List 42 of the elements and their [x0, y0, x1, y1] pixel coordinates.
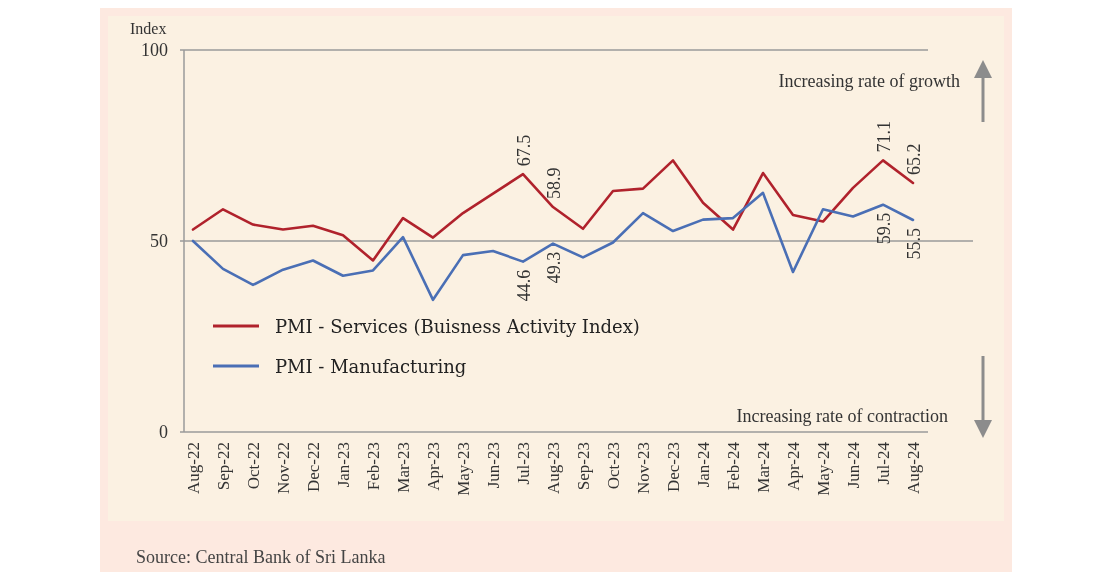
- x-tick-label: Dec-22: [304, 442, 323, 493]
- data-label: 49.3: [544, 251, 564, 284]
- x-tick-label: Jul-23: [514, 442, 533, 485]
- x-tick-label: Nov-23: [634, 442, 653, 494]
- x-tick-label: Apr-23: [424, 442, 443, 491]
- x-tick-label: Sep-22: [214, 442, 233, 491]
- data-label: 55.5: [904, 227, 924, 260]
- x-tick-label: Feb-24: [724, 441, 743, 491]
- x-tick-label: May-23: [454, 442, 473, 496]
- x-tick-label: Aug-22: [184, 442, 203, 494]
- y-tick-label: 0: [159, 422, 168, 442]
- x-tick-label: Mar-23: [394, 442, 413, 493]
- y-axis-title: Index: [130, 20, 167, 37]
- x-tick-label: Oct-22: [244, 442, 263, 490]
- x-tick-label: Feb-23: [364, 442, 383, 491]
- x-tick-label: Jan-24: [694, 441, 713, 488]
- data-label: 59.5: [874, 212, 894, 245]
- x-tick-label: Sep-23: [574, 442, 593, 491]
- legend-label: PMI - Services (Buisness Activity Index): [275, 316, 640, 337]
- annotation: Increasing rate of contraction: [736, 406, 948, 426]
- data-label: 58.9: [544, 167, 564, 199]
- x-tick-label: Apr-24: [784, 441, 803, 491]
- x-tick-label: Dec-23: [664, 442, 683, 493]
- data-label: 44.6: [514, 269, 534, 302]
- x-tick-label: Nov-22: [274, 442, 293, 494]
- x-tick-label: Jul-24: [874, 441, 893, 485]
- x-tick-label: Jan-23: [334, 442, 353, 488]
- y-tick-label: 100: [141, 40, 168, 60]
- annotation: Increasing rate of growth: [778, 71, 960, 91]
- x-tick-label: May-24: [814, 441, 833, 496]
- x-tick-label: Aug-23: [544, 442, 563, 494]
- data-label: 65.2: [904, 143, 924, 175]
- x-tick-label: Mar-24: [754, 441, 773, 493]
- x-tick-label: Jun-24: [844, 441, 863, 489]
- source-note: Source: Central Bank of Sri Lanka: [136, 547, 386, 567]
- x-tick-label: Jun-23: [484, 442, 503, 489]
- data-label: 67.5: [514, 134, 534, 167]
- x-tick-label: Oct-23: [604, 442, 623, 490]
- data-label: 71.1: [874, 120, 894, 153]
- x-tick-label: Aug-24: [904, 441, 923, 494]
- y-tick-label: 50: [150, 231, 168, 251]
- legend-label: PMI - Manufacturing: [275, 356, 467, 377]
